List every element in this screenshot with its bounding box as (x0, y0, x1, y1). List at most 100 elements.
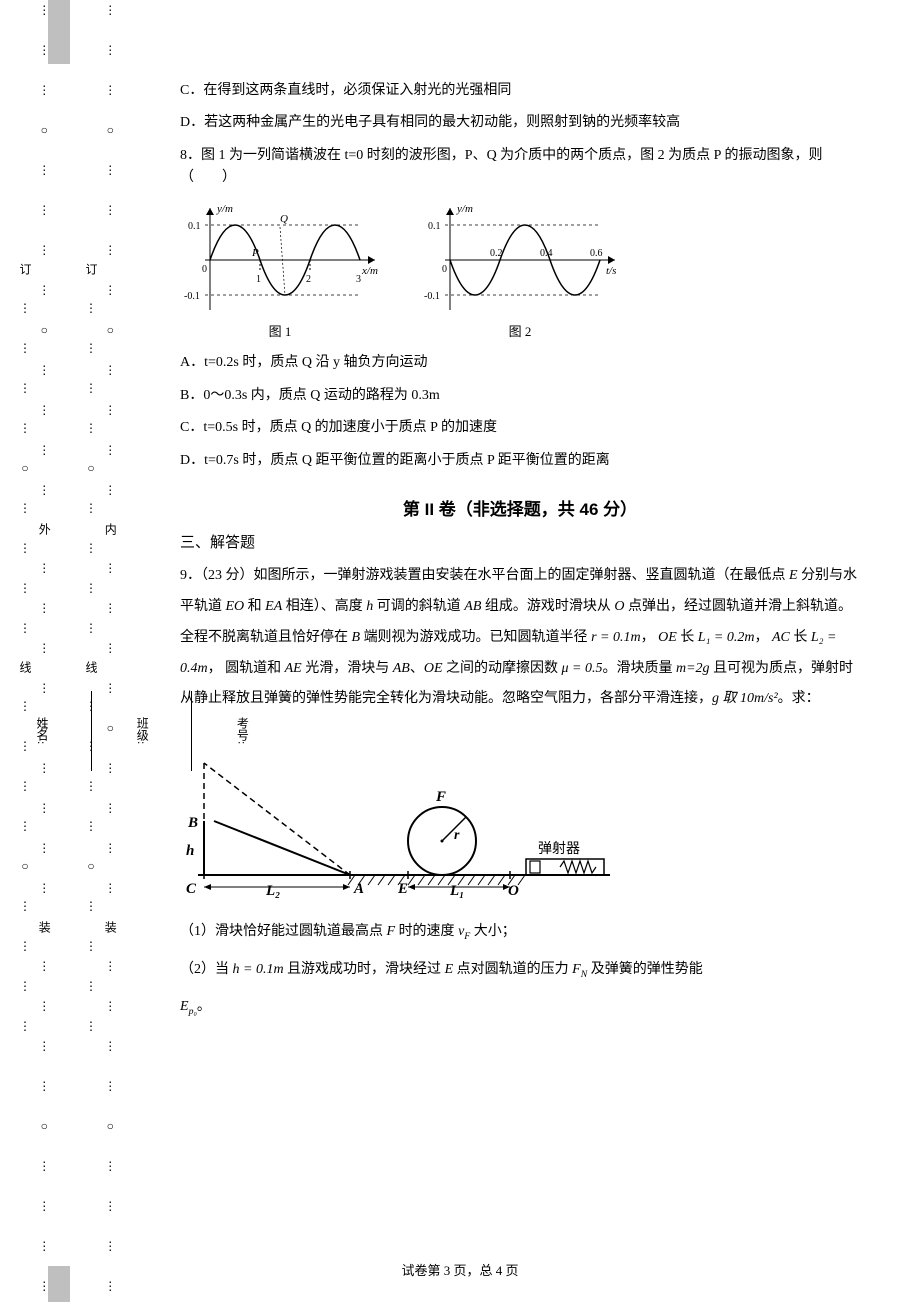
part-3-heading: 三、解答题 (180, 531, 860, 555)
q9-text: 之间的动摩擦因数 (443, 661, 562, 676)
svg-text:0.1: 0.1 (428, 221, 441, 232)
math-var: B (352, 630, 361, 645)
math-eq: L₁ = 0.2m (698, 630, 755, 645)
q9-text: 光滑，滑块与 (302, 661, 393, 676)
svg-text:0: 0 (442, 264, 447, 275)
svg-text:y/m: y/m (216, 203, 233, 215)
math-var: AB (393, 661, 410, 676)
svg-text:A: A (353, 881, 364, 897)
math-var: AC (772, 630, 793, 645)
svg-text:E: E (397, 881, 408, 897)
q9-sub1: （1）滑块恰好能过圆轨道最高点 F 时的速度 vF 大小； (180, 921, 860, 944)
q8-figures: y/m x/m 0.1 -0.1 0 1 2 3 P Q (180, 200, 860, 343)
outer-seal-line: ⋮ ⋮ ⋮ ○ ⋮ ⋮ ⋮ ⋮ ○ ⋮ ⋮ ⋮ ⋮ 外 ⋮ ⋮ ⋮ ⋮ ○ ⋮ … (26, 0, 42, 1302)
label-class: 班级: (132, 717, 151, 744)
svg-text:3: 3 (356, 274, 361, 285)
label-name: 姓名: (32, 717, 51, 744)
q9-text: （2）当 (180, 962, 233, 977)
q8-option-d: D．t=0.7s 时，质点 Q 距平衡位置的距离小于质点 P 距平衡位置的距离 (180, 450, 860, 472)
q9-device-figure: B h C L₂ A E L₁ O F r 弹射器 (180, 735, 860, 905)
math-eq: m=2g (676, 661, 710, 676)
q9-text: 相连）、高度 (282, 599, 366, 614)
svg-text:弹射器: 弹射器 (538, 841, 580, 857)
q9-text: 圆轨道和 (225, 661, 285, 676)
q9-text: 点对圆轨道的压力 (453, 962, 572, 977)
math-var: OE (658, 630, 680, 645)
q9-text: 大小； (470, 924, 516, 939)
math-var: E (445, 962, 454, 977)
q8-fig1-caption: 图 1 (180, 322, 380, 343)
math-eq: h = 0.1m (233, 962, 284, 977)
section-2-title: 第 II 卷（非选择题，共 46 分） (180, 496, 860, 523)
svg-text:B: B (187, 815, 198, 831)
q9-text: 。 (197, 999, 211, 1014)
q9-text: 且游戏成功时，滑块经过 (284, 962, 445, 977)
q9-sub2-cont: Ep₀。 (180, 996, 860, 1019)
svg-text:1: 1 (256, 274, 261, 285)
q9-text: 9．（23 分）如图所示，一弹射游戏装置由安装在水平台面上的固定弹射器、竖直圆轨… (180, 568, 789, 583)
math-sub: p₀ (189, 1006, 197, 1017)
field-underline (191, 691, 192, 771)
page-content: C．在得到这两条直线时，必须保证入射光的光强相同 D．若这两种金属产生的光电子具… (130, 0, 920, 1302)
q9-text: 端则视为游戏成功。已知圆轨道半径 (360, 630, 591, 645)
svg-text:-0.1: -0.1 (184, 291, 200, 302)
svg-text:F: F (435, 789, 446, 805)
q8-option-a: A．t=0.2s 时，质点 Q 沿 y 轴负方向运动 (180, 352, 860, 374)
q9-text: 和 (244, 599, 265, 614)
q8-option-b: B．0～0.3s 内，质点 Q 运动的路程为 0.3m (180, 385, 860, 407)
svg-text:y/m: y/m (456, 203, 473, 215)
svg-text:0.6: 0.6 (590, 248, 603, 259)
math-eq: r = 0.1m (591, 630, 641, 645)
q8-stem: 8．图 1 为一列简谐横波在 t=0 时刻的波形图，P、Q 为介质中的两个质点，… (180, 145, 860, 190)
math-var: EA (265, 599, 282, 614)
svg-text:2: 2 (306, 274, 311, 285)
q9-stem: 9．（23 分）如图所示，一弹射游戏装置由安装在水平台面上的固定弹射器、竖直圆轨… (180, 561, 860, 715)
svg-text:L₁: L₁ (449, 883, 464, 899)
svg-text:x/m: x/m (361, 265, 378, 277)
svg-text:Q: Q (280, 213, 288, 225)
math-var: F (572, 962, 581, 977)
q8-figure-1: y/m x/m 0.1 -0.1 0 1 2 3 P Q (180, 200, 380, 320)
inner-seal-line: ⋮ ⋮ ⋮ ○ ⋮ ⋮ ⋮ ⋮ ○ ⋮ ⋮ ⋮ ⋮ 内 ⋮ ⋮ ⋮ ⋮ ○ ⋮ … (92, 0, 108, 1302)
math-var: AE (285, 661, 302, 676)
q8-figure-2: y/m t/s 0.1 -0.1 0 0.2 0.4 0.6 (420, 200, 620, 320)
q9-text: 时的速度 (395, 924, 458, 939)
label-id: 考号: (232, 717, 251, 744)
q9-text: 、 (410, 661, 424, 676)
math-eq: μ = 0.5 (562, 661, 603, 676)
q8-fig2-caption: 图 2 (420, 322, 620, 343)
q8-option-c: C．t=0.5s 时，质点 Q 的加速度小于质点 P 的加速度 (180, 417, 860, 439)
math-var: E (789, 568, 798, 583)
math-var: EO (226, 599, 245, 614)
q9-text: 长 (680, 630, 694, 645)
q9-text: 组成。游戏时滑块从 (481, 599, 614, 614)
svg-text:h: h (186, 843, 194, 859)
svg-text:0.1: 0.1 (188, 221, 201, 232)
q7-option-c: C．在得到这两条直线时，必须保证入射光的光强相同 (180, 80, 860, 102)
math-var: O (614, 599, 624, 614)
math-var: OE (424, 661, 443, 676)
q9-text: 可调的斜轨道 (373, 599, 464, 614)
student-info-labels: 考号: 班级: 姓名: 学校: (62, 0, 80, 1302)
svg-text:L₂: L₂ (265, 883, 280, 899)
svg-text:0: 0 (202, 264, 207, 275)
svg-text:-0.1: -0.1 (424, 291, 440, 302)
svg-text:t/s: t/s (606, 265, 616, 277)
math-var: F (387, 924, 396, 939)
math-var: AB (464, 599, 481, 614)
q7-option-d: D．若这两种金属产生的光电子具有相同的最大初动能，则照射到钠的光频率较高 (180, 112, 860, 134)
svg-text:C: C (186, 881, 197, 897)
svg-text:0.2: 0.2 (490, 248, 503, 259)
q9-text: （1）滑块恰好能过圆轨道最高点 (180, 924, 387, 939)
svg-text:r: r (454, 828, 460, 843)
svg-text:O: O (508, 883, 519, 899)
math-eq: g 取 10m/s² (712, 691, 778, 706)
q9-text: 。求： (778, 691, 820, 706)
q9-text: 长 (793, 630, 807, 645)
q9-text: 。滑块质量 (603, 661, 677, 676)
svg-text:0.4: 0.4 (540, 248, 553, 259)
q9-text: ， (754, 630, 768, 645)
q9-text: 及弹簧的弹性势能 (587, 962, 703, 977)
svg-text:P: P (251, 247, 259, 259)
q9-sub2: （2）当 h = 0.1m 且游戏成功时，滑块经过 E 点对圆轨道的压力 FN … (180, 959, 860, 982)
